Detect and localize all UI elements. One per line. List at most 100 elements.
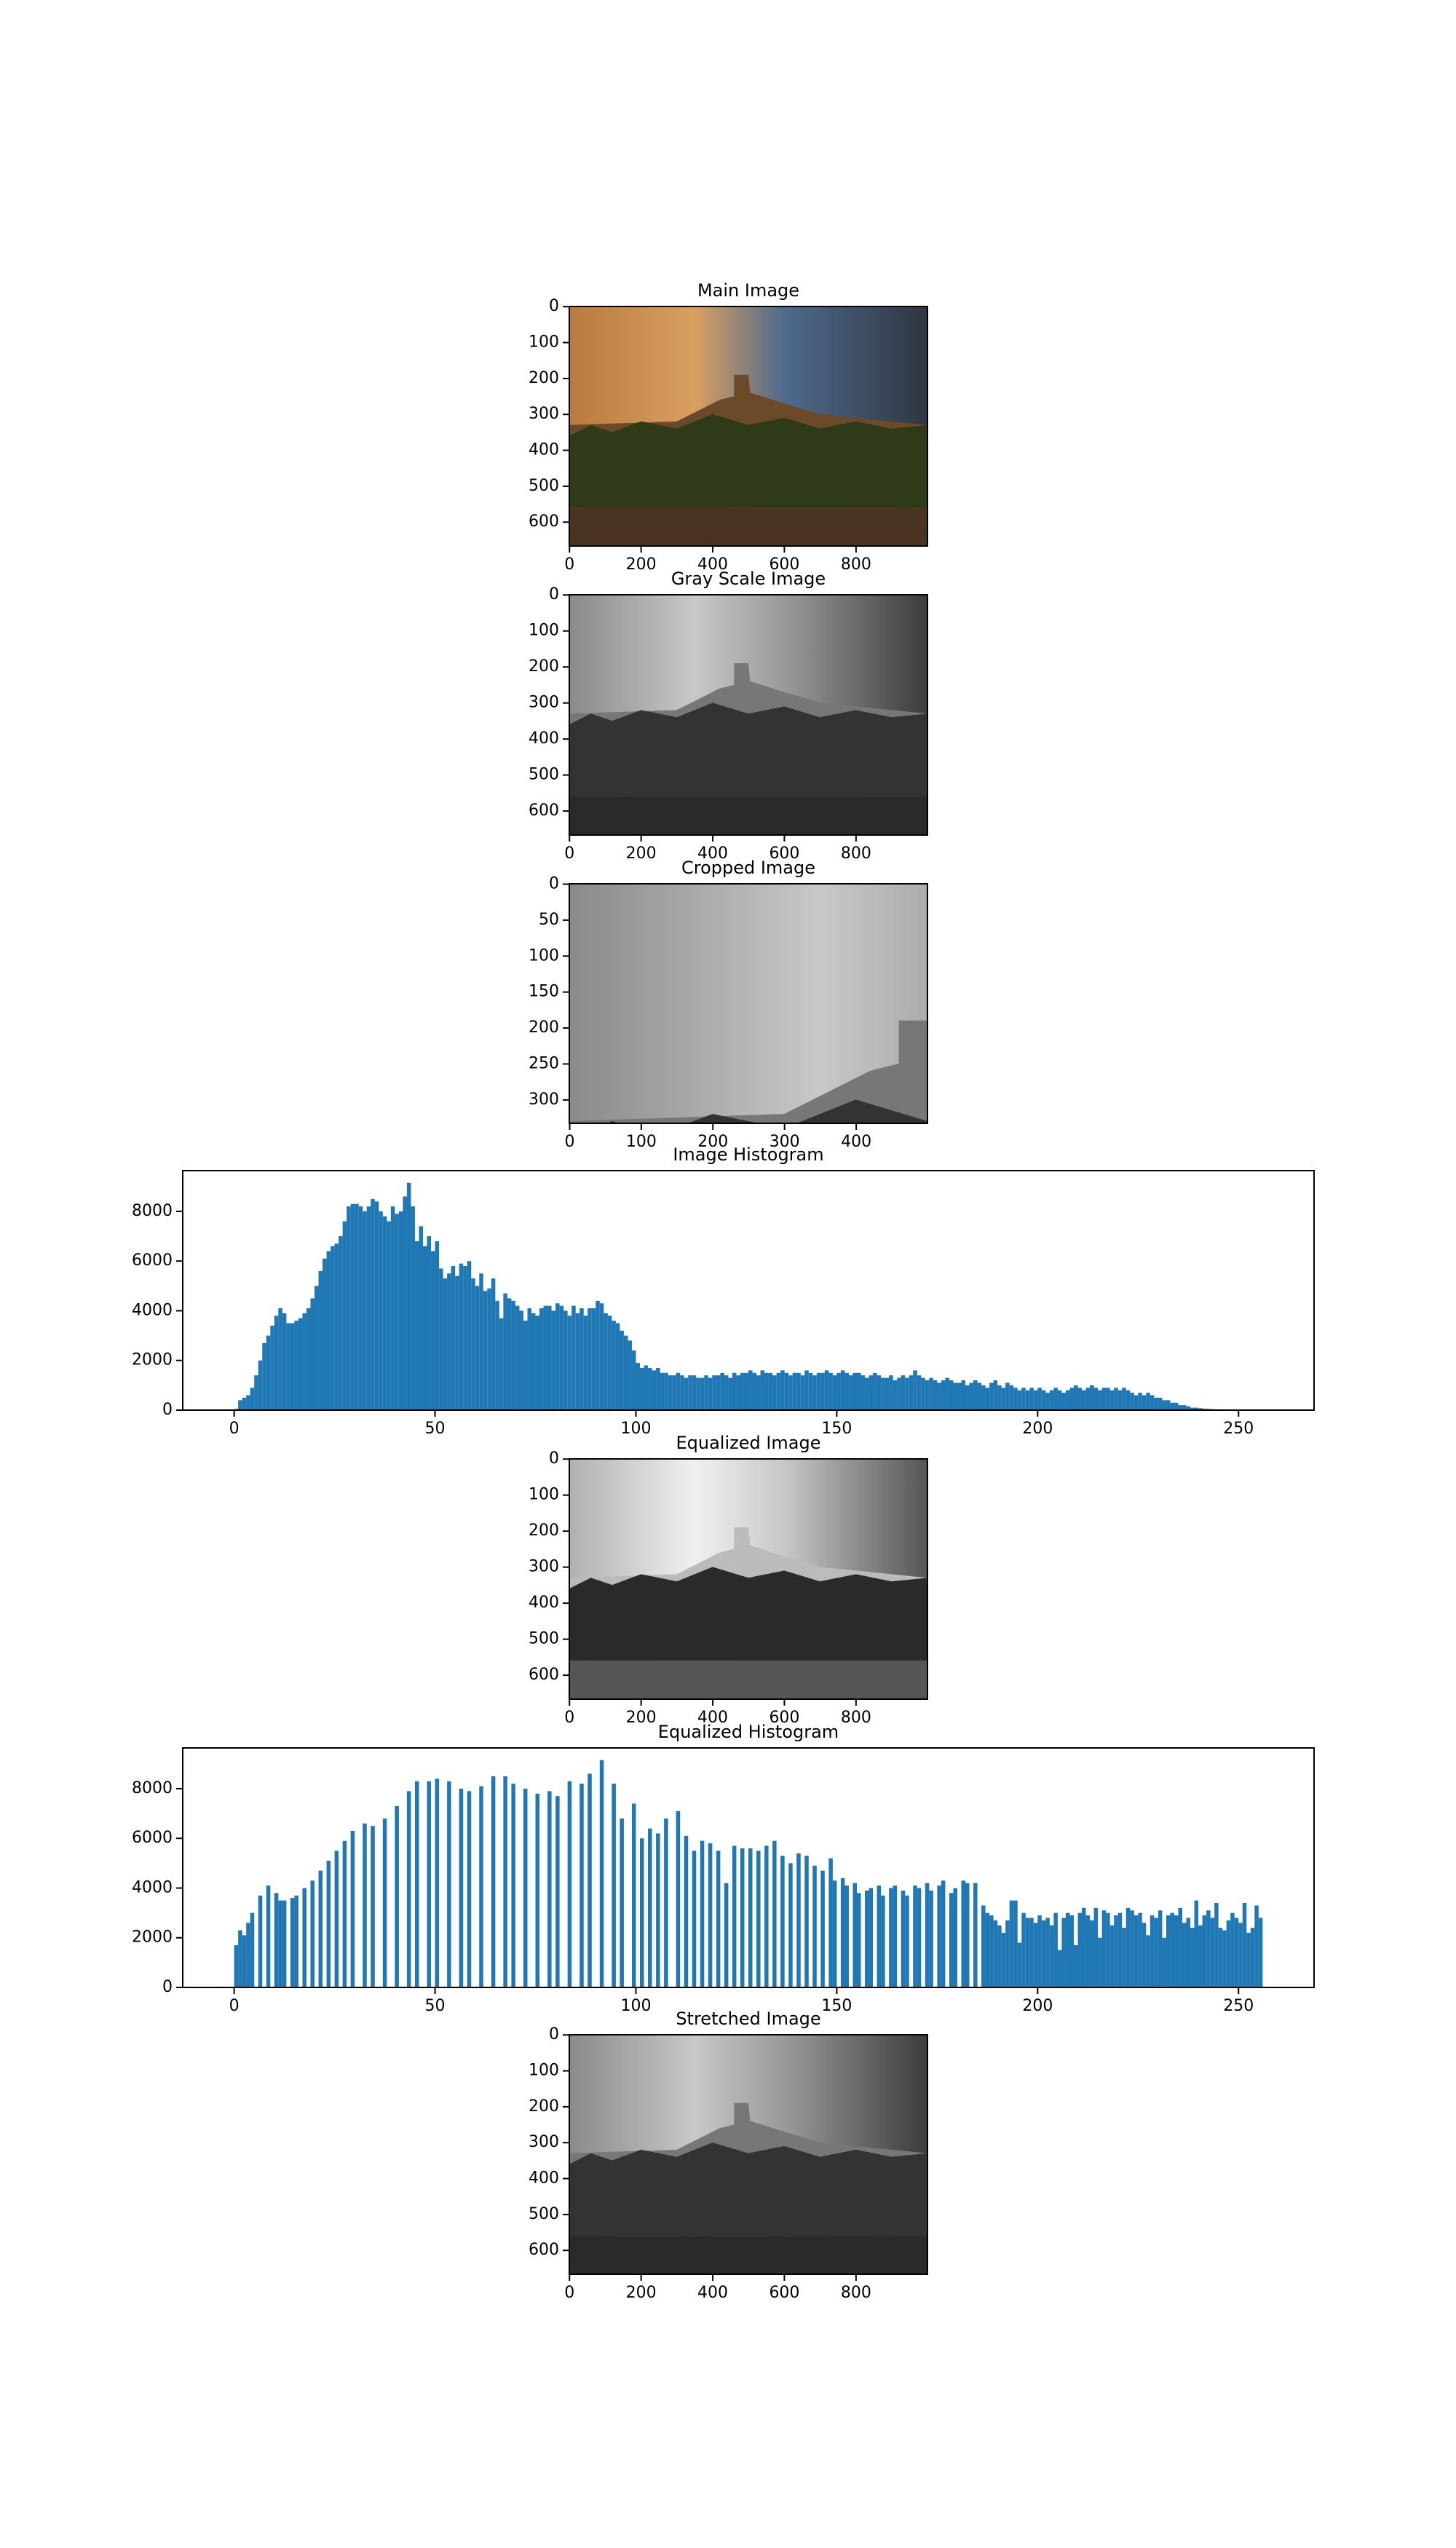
bar <box>318 1270 323 1410</box>
bar <box>1186 1406 1191 1410</box>
bar <box>708 1843 713 1987</box>
bar <box>812 1865 817 1987</box>
bar <box>406 1791 411 1987</box>
bar <box>1065 1912 1070 1987</box>
bar <box>607 1315 612 1410</box>
bar <box>323 1258 327 1410</box>
bar <box>852 1883 857 1987</box>
bar <box>1045 1918 1050 1987</box>
bar <box>355 1203 359 1410</box>
bar <box>873 1372 877 1410</box>
chart-title: Image Histogram <box>673 1144 823 1165</box>
bar <box>1045 1393 1050 1410</box>
bar <box>535 1793 540 1987</box>
bar <box>820 1372 825 1410</box>
bar <box>628 1340 632 1410</box>
bar <box>475 1286 480 1410</box>
bar <box>435 1779 440 1987</box>
bar <box>1198 1408 1203 1410</box>
y-tick-label: 2000 <box>132 1928 173 1947</box>
bar <box>620 1330 624 1410</box>
bar <box>957 1382 962 1410</box>
bar <box>495 1300 499 1410</box>
bar <box>326 1860 331 1987</box>
y-tick-label: 4000 <box>132 1301 173 1319</box>
bar <box>1005 1382 1010 1410</box>
bar <box>363 1823 367 1987</box>
x-tick-label: 50 <box>425 1420 446 1438</box>
bar <box>869 1888 874 1987</box>
bar <box>491 1278 496 1410</box>
bar <box>382 1818 387 1987</box>
bar <box>366 1206 371 1410</box>
bar <box>648 1828 652 1987</box>
bar <box>1146 1393 1150 1410</box>
x-tick-label: 100 <box>620 1997 651 2015</box>
bar <box>869 1375 874 1410</box>
bar <box>828 1372 833 1410</box>
chart-title: Equalized Image <box>676 1433 820 1453</box>
bar <box>414 1781 419 1987</box>
bar <box>720 1372 724 1410</box>
bar <box>1077 1912 1083 1987</box>
x-tick-label: 400 <box>841 1133 871 1151</box>
y-tick-label: 400 <box>529 2169 559 2188</box>
bar <box>604 1313 608 1410</box>
y-tick-label: 500 <box>529 477 559 495</box>
bar <box>840 1370 845 1410</box>
bar <box>889 1888 893 1987</box>
bar <box>615 1323 620 1410</box>
bar <box>664 1372 668 1410</box>
bar <box>985 1388 990 1410</box>
bar <box>1174 1915 1179 1987</box>
bar <box>1142 1395 1147 1410</box>
bar <box>744 1372 748 1410</box>
bar <box>258 1360 263 1410</box>
bar <box>523 1788 528 1987</box>
y-tick-label: 0 <box>549 297 559 315</box>
bar <box>684 1377 689 1410</box>
bar <box>1025 1390 1030 1410</box>
bar <box>1069 1388 1074 1410</box>
bar <box>479 1786 483 1987</box>
bar <box>1114 1388 1118 1410</box>
bar <box>599 1760 604 1987</box>
bar <box>684 1835 689 1987</box>
bar <box>242 1397 247 1410</box>
bar <box>965 1385 970 1410</box>
bar <box>937 1382 941 1410</box>
bar <box>901 1890 906 1987</box>
bar <box>334 1851 339 1987</box>
bar <box>270 1325 274 1410</box>
bar <box>812 1375 817 1410</box>
bar <box>1073 1944 1078 1987</box>
y-tick-label: 400 <box>529 441 559 459</box>
bar <box>447 1781 451 1987</box>
y-tick-label: 100 <box>529 333 559 352</box>
x-tick-label: 150 <box>821 1420 852 1438</box>
bar <box>648 1367 652 1410</box>
bar <box>1090 1385 1094 1410</box>
bar <box>583 1315 588 1410</box>
bar <box>254 1375 258 1410</box>
bar <box>636 1363 641 1410</box>
bar <box>527 1308 532 1410</box>
bar <box>1053 1912 1058 1987</box>
bar <box>917 1375 922 1410</box>
bar <box>660 1372 665 1410</box>
bar <box>1057 1390 1062 1410</box>
bar <box>1061 1918 1066 1987</box>
bar <box>234 1944 239 1987</box>
bar <box>1166 1400 1171 1410</box>
x-tick-label: 800 <box>841 2284 871 2302</box>
x-tick-label: 200 <box>626 844 657 863</box>
y-tick-label: 100 <box>529 1486 559 1504</box>
bar <box>877 1375 882 1410</box>
bar <box>406 1182 411 1410</box>
bar <box>519 1310 523 1410</box>
bar <box>1106 1912 1110 1987</box>
bar <box>535 1315 540 1410</box>
bar <box>756 1375 761 1410</box>
bar <box>792 1372 797 1410</box>
bar <box>459 1263 464 1410</box>
